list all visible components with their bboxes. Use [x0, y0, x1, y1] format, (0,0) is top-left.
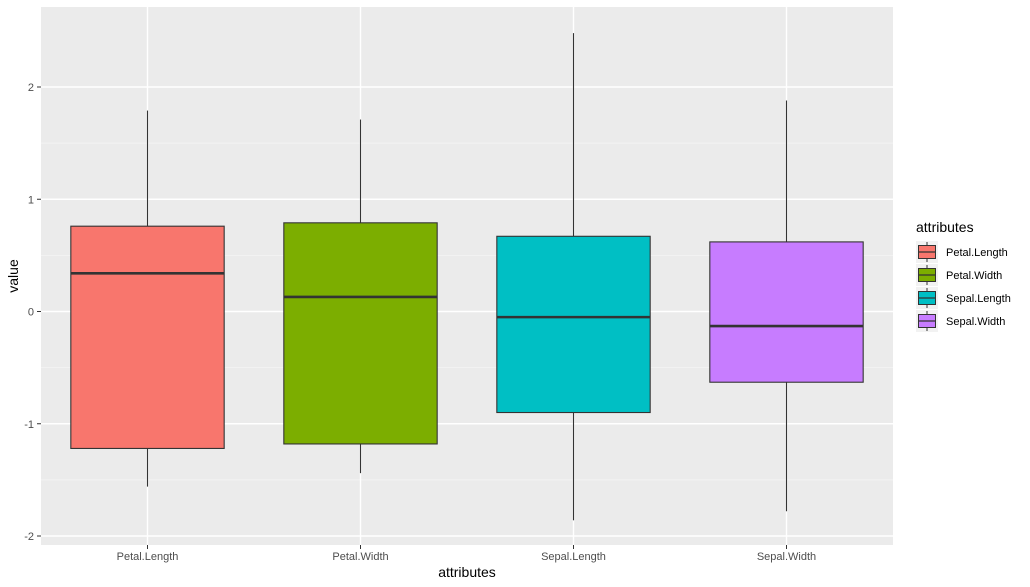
box-iqr [70, 225, 225, 449]
y-tick-label: 1 [28, 194, 34, 206]
legend: attributes Petal.Length Petal.Width Sepal.… [916, 219, 1011, 332]
box-sepal-width [709, 100, 864, 512]
box-petal-width [283, 119, 438, 474]
box-iqr [709, 241, 864, 383]
y-axis-title: value [5, 259, 21, 293]
box-sepal-length [496, 33, 651, 521]
legend-label: Sepal.Length [946, 293, 1011, 305]
legend-key [916, 241, 938, 263]
x-tick-label: Petal.Width [332, 551, 388, 563]
x-tick-label: Sepal.Length [541, 551, 606, 563]
legend-key [916, 264, 938, 286]
x-tick-label: Petal.Length [117, 551, 179, 563]
legend-title: attributes [916, 219, 974, 235]
boxes [70, 33, 864, 521]
box-petal-length [70, 110, 225, 487]
x-axis-ticks: Petal.Length Petal.Width Sepal.Length Sepal… [117, 545, 816, 563]
x-axis-title: attributes [438, 564, 496, 580]
y-axis-ticks: -2 -1 0 1 2 [24, 82, 41, 543]
y-tick-label: 0 [28, 307, 34, 319]
box-iqr [283, 222, 438, 445]
legend-label: Petal.Width [946, 270, 1002, 282]
box-iqr [496, 235, 651, 414]
legend-label: Sepal.Width [946, 316, 1005, 328]
legend-items: Petal.Length Petal.Width Sepal.Length Sepal… [916, 241, 1011, 332]
y-tick-label: -2 [24, 531, 34, 543]
legend-key [916, 310, 938, 332]
legend-key [916, 287, 938, 309]
y-tick-label: -1 [24, 419, 34, 431]
legend-label: Petal.Length [946, 247, 1008, 259]
x-tick-label: Sepal.Width [757, 551, 816, 563]
y-tick-label: 2 [28, 82, 34, 94]
